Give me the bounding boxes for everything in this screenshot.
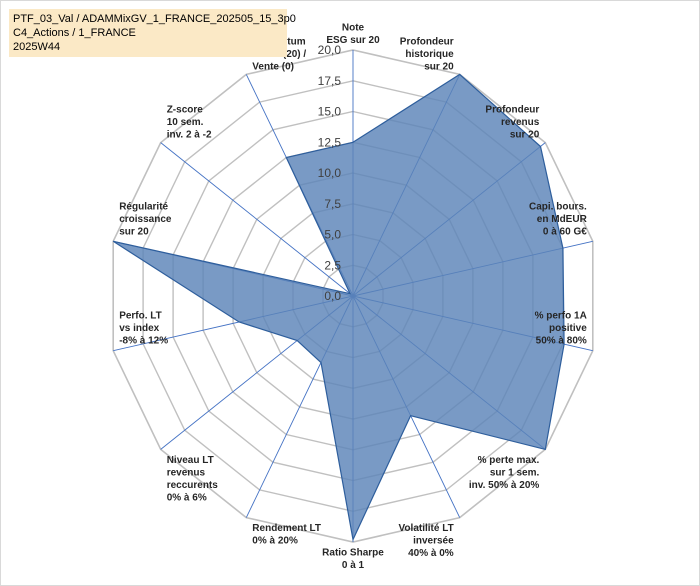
header-line-asset-class: C4_Actions / 1_FRANCE <box>13 27 136 39</box>
axis-label-2-line-0: Profondeur <box>485 105 539 116</box>
axis-label-3: Capi. bours. en MdEUR 0 à 60 G€ <box>529 201 588 237</box>
axis-label-12-line-0: Z-score <box>167 105 204 116</box>
series-area <box>112 73 565 542</box>
axis-label-7-line-1: 0 à 1 <box>342 560 365 571</box>
axis-label-1-line-0: Profondeur <box>400 36 454 47</box>
tick-label-5: 12,5 <box>318 135 342 149</box>
radar-tick-labels: 0,0 2,5 5,0 7,5 10,0 12,5 15,0 17,5 20,0 <box>318 43 342 303</box>
axis-label-8-line-0: Rendement LT <box>252 523 321 534</box>
axis-label-5: % perte max. sur 1 sem. inv. 50% à 20% <box>469 455 540 491</box>
axis-label-9-line-1: revenus <box>167 467 206 478</box>
axis-label-4-line-1: positive <box>549 323 587 334</box>
axis-label-11-line-0: Régularité <box>119 201 168 212</box>
tick-label-0: 0,0 <box>324 289 341 303</box>
axis-label-4-line-2: 50% à 80% <box>536 336 587 347</box>
axis-label-6-line-0: Volatilité LT <box>399 523 454 534</box>
axis-label-10: Perfo. LT vs index -8% à 12% <box>119 311 168 347</box>
axis-label-8-line-1: 0% à 20% <box>252 536 298 547</box>
axis-label-11: Régularité croissance sur 20 <box>119 201 172 237</box>
header-line-portfolio: PTF_03_Val / ADAMMixGV_1_FRANCE_202505_1… <box>13 13 296 25</box>
axis-label-4: % perfo 1A positive 50% à 80% <box>535 311 588 347</box>
axis-label-4-line-0: % perfo 1A <box>535 311 587 322</box>
tick-label-7: 17,5 <box>318 74 342 88</box>
axis-label-9: Niveau LT revenus reccurents 0% à 6% <box>167 455 219 504</box>
axis-label-2-line-1: revenus <box>501 117 540 128</box>
header-line-week: 2025W44 <box>13 41 61 53</box>
axis-label-3-line-1: en MdEUR <box>537 214 588 225</box>
axis-label-6: Volatilité LT inversée 40% à 0% <box>399 523 455 559</box>
axis-label-5-line-2: inv. 50% à 20% <box>469 480 540 491</box>
axis-label-0-line-0: Note <box>342 23 365 34</box>
axis-label-2: Profondeur revenus sur 20 <box>485 105 539 141</box>
axis-spoke-12 <box>160 142 354 297</box>
axis-label-1-line-2: sur 20 <box>424 61 454 72</box>
radar-axis-labels: Note ESG sur 20 Profondeur historique sur 20… <box>119 23 587 572</box>
tick-label-4: 10,0 <box>318 166 342 180</box>
axis-label-9-line-0: Niveau LT <box>167 455 214 466</box>
axis-label-10-line-0: Perfo. LT <box>119 311 162 322</box>
axis-label-12: Z-score 10 sem. inv. 2 à -2 <box>167 105 212 141</box>
chart-header: PTF_03_Val / ADAMMixGV_1_FRANCE_202505_1… <box>9 9 296 57</box>
axis-label-3-line-2: 0 à 60 G€ <box>543 226 587 237</box>
axis-label-5-line-1: sur 1 sem. <box>490 467 540 478</box>
axis-label-8: Rendement LT 0% à 20% <box>252 523 321 547</box>
axis-label-0: Note ESG sur 20 <box>326 23 380 47</box>
axis-label-5-line-0: % perte max. <box>478 455 540 466</box>
axis-label-11-line-2: sur 20 <box>119 226 149 237</box>
tick-label-6: 15,0 <box>318 105 342 119</box>
axis-label-11-line-1: croissance <box>119 214 172 225</box>
axis-label-6-line-2: 40% à 0% <box>408 548 454 559</box>
radar-series <box>112 73 565 542</box>
axis-label-10-line-2: -8% à 12% <box>119 336 168 347</box>
axis-label-12-line-2: inv. 2 à -2 <box>167 130 212 141</box>
axis-label-7-line-0: Ratio Sharpe <box>322 548 384 559</box>
axis-label-6-line-1: inversée <box>413 536 454 547</box>
tick-label-1: 2,5 <box>324 258 341 272</box>
axis-label-1-line-1: historique <box>405 49 454 60</box>
tick-label-3: 7,5 <box>324 197 341 211</box>
axis-label-0-line-1: ESG sur 20 <box>326 35 380 46</box>
axis-label-9-line-2: reccurents <box>167 480 219 491</box>
axis-label-7: Ratio Sharpe 0 à 1 <box>322 548 384 572</box>
tick-label-8: 20,0 <box>318 43 342 57</box>
axis-label-9-line-3: 0% à 6% <box>167 492 207 503</box>
axis-label-1: Profondeur historique sur 20 <box>400 36 454 72</box>
axis-label-13-line-2: Vente (0) <box>252 61 294 72</box>
axis-label-10-line-1: vs index <box>119 323 159 334</box>
tick-label-2: 5,0 <box>324 228 341 242</box>
axis-label-12-line-1: 10 sem. <box>167 117 204 128</box>
axis-label-3-line-0: Capi. bours. <box>529 201 587 212</box>
axis-label-2-line-2: sur 20 <box>510 130 540 141</box>
